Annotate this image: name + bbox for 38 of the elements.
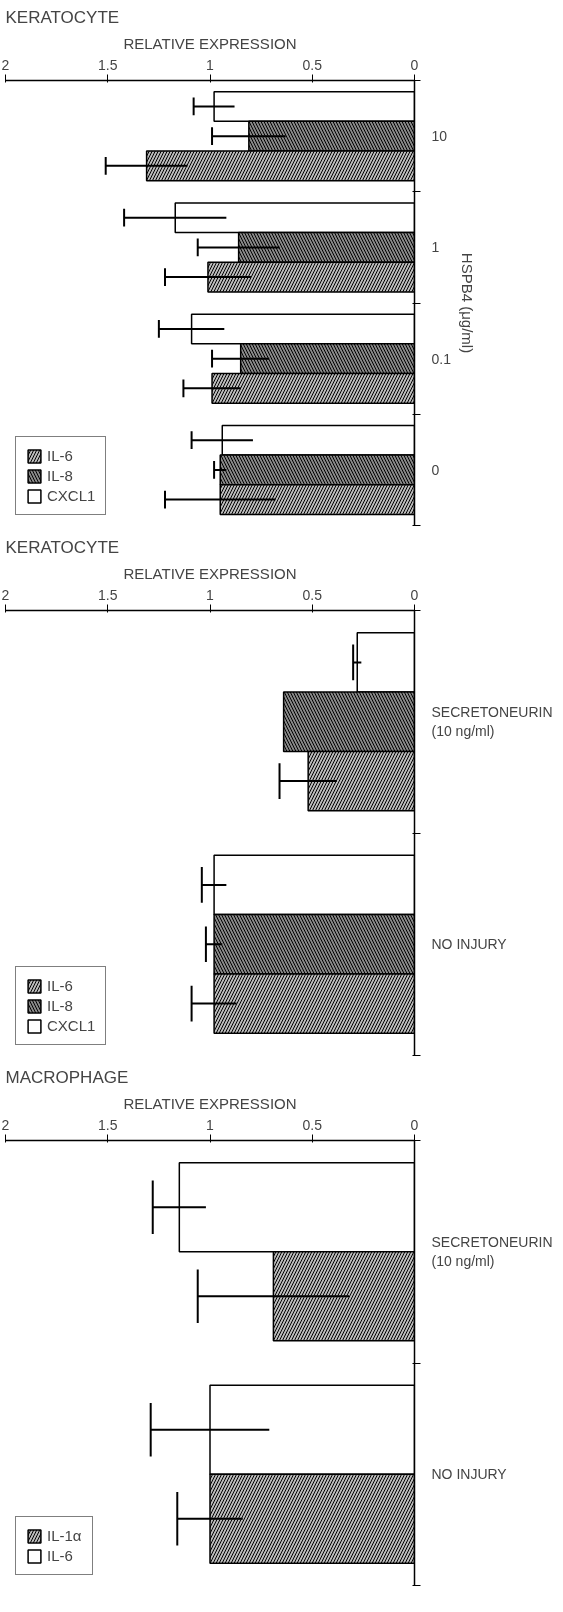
x-tick-label: 1 [206,56,215,73]
y-tick-label: 10 [431,128,448,145]
x-tick-label: 1.5 [98,586,118,603]
x-axis-title: RELATIVE EXPRESSION [123,34,297,52]
y-axis-title: HSPB4 (μg/ml) [458,252,476,354]
y-tick-label: SECRETONEURIN (10 ng/ml) [431,704,553,740]
x-tick-label: 0 [410,56,419,73]
y-tick-label: 1 [431,239,440,256]
x-tick-label: 1.5 [98,1116,118,1133]
x-axis-title: RELATIVE EXPRESSION [123,1094,297,1112]
x-tick-label: 1 [206,1116,215,1133]
x-tick-label: 0 [410,586,419,603]
legend-label: CXCL1 [47,487,96,504]
chart-title: KERATOCYTE [5,537,120,557]
x-tick-label: 0.5 [302,56,323,73]
chart-title: MACROPHAGE [5,1067,129,1087]
legend-label: IL-8 [47,467,73,484]
x-tick-label: 2 [1,586,10,603]
y-tick-label: 0 [431,461,440,478]
x-tick-label: 1.5 [98,56,118,73]
legend-label: IL-1α [47,1527,82,1544]
y-tick-label: NO INJURY [431,936,508,953]
x-tick-label: 1 [206,586,215,603]
x-tick-label: 2 [1,56,10,73]
y-tick-label: SECRETONEURIN (10 ng/ml) [431,1234,553,1270]
chart-title: KERATOCYTE [5,7,120,27]
y-tick-label: NO INJURY [431,1466,508,1483]
x-tick-label: 0 [410,1116,419,1133]
x-axis-title: RELATIVE EXPRESSION [123,564,297,582]
legend-label: IL-8 [47,997,73,1014]
legend-label: IL-6 [47,1547,73,1564]
legend-label: IL-6 [47,447,73,464]
x-tick-label: 0.5 [302,1116,323,1133]
legend-label: CXCL1 [47,1017,96,1034]
legend-label: IL-6 [47,977,73,994]
x-tick-label: 2 [1,1116,10,1133]
y-tick-label: 0.1 [431,350,452,367]
x-tick-label: 0.5 [302,586,323,603]
